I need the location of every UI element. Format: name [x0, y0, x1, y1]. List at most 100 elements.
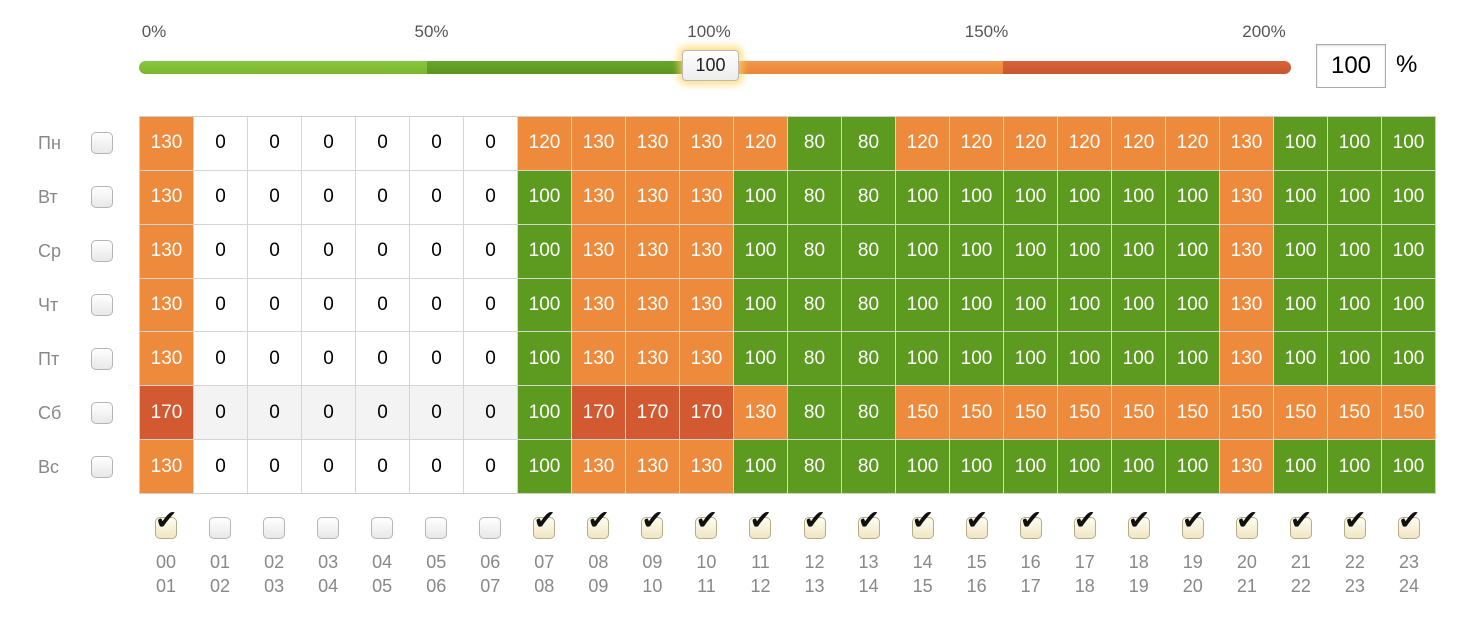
grid-cell[interactable]: 100	[1058, 440, 1111, 493]
grid-cell[interactable]: 0	[194, 224, 247, 278]
grid-cell[interactable]: 150	[1058, 386, 1111, 440]
grid-cell[interactable]: 100	[1274, 440, 1327, 493]
grid-cell[interactable]: 120	[1166, 117, 1219, 170]
grid-cell[interactable]: 100	[1382, 224, 1435, 278]
grid-cell[interactable]: 130	[680, 278, 733, 332]
grid-cell[interactable]: 100	[1166, 332, 1219, 386]
grid-cell[interactable]: 0	[356, 278, 409, 332]
grid-cell[interactable]: 170	[140, 386, 193, 440]
grid-cell[interactable]: 100	[518, 170, 571, 224]
grid-cell[interactable]: 100	[518, 278, 571, 332]
grid-cell[interactable]: 100	[1382, 117, 1435, 170]
grid-cell[interactable]: 150	[1382, 386, 1435, 440]
day-checkbox[interactable]	[91, 132, 113, 154]
grid-cell[interactable]: 130	[626, 117, 679, 170]
grid-cell[interactable]: 130	[572, 117, 625, 170]
day-checkbox[interactable]	[91, 456, 113, 478]
hour-checkbox[interactable]	[317, 517, 340, 539]
grid-cell[interactable]: 100	[518, 386, 571, 440]
grid-cell[interactable]: 100	[1382, 170, 1435, 224]
grid-cell[interactable]: 80	[842, 117, 895, 170]
hour-checkbox[interactable]	[371, 517, 394, 539]
grid-cell[interactable]: 170	[680, 386, 733, 440]
grid-cell[interactable]: 100	[1328, 332, 1381, 386]
hour-checkbox[interactable]: ✔	[641, 507, 664, 539]
grid-cell[interactable]: 100	[1004, 332, 1057, 386]
grid-cell[interactable]: 100	[896, 332, 949, 386]
grid-cell[interactable]: 120	[1112, 117, 1165, 170]
grid-cell[interactable]: 120	[950, 117, 1003, 170]
grid-cell[interactable]: 150	[1166, 386, 1219, 440]
grid-cell[interactable]: 120	[1004, 117, 1057, 170]
grid-cell[interactable]: 0	[194, 117, 247, 170]
grid-cell[interactable]: 0	[302, 278, 355, 332]
grid-cell[interactable]: 150	[1004, 386, 1057, 440]
grid-cell[interactable]: 100	[950, 332, 1003, 386]
grid-cell[interactable]: 130	[572, 170, 625, 224]
hour-checkbox[interactable]: ✔	[911, 507, 934, 539]
grid-cell[interactable]: 100	[1004, 278, 1057, 332]
grid-cell[interactable]: 100	[1274, 332, 1327, 386]
grid-cell[interactable]: 100	[734, 224, 787, 278]
grid-cell[interactable]: 0	[194, 440, 247, 493]
grid-cell[interactable]: 130	[140, 170, 193, 224]
grid-cell[interactable]: 0	[464, 386, 517, 440]
grid-cell[interactable]: 170	[626, 386, 679, 440]
grid-cell[interactable]: 0	[356, 332, 409, 386]
grid-cell[interactable]: 100	[950, 440, 1003, 493]
grid-cell[interactable]: 0	[464, 170, 517, 224]
grid-cell[interactable]: 0	[356, 440, 409, 493]
grid-cell[interactable]: 150	[1112, 386, 1165, 440]
hour-checkbox[interactable]: ✔	[803, 507, 826, 539]
hour-checkbox[interactable]: ✔	[1127, 507, 1150, 539]
grid-cell[interactable]: 0	[248, 332, 301, 386]
grid-cell[interactable]: 130	[1220, 170, 1273, 224]
hour-checkbox[interactable]: ✔	[857, 507, 880, 539]
grid-cell[interactable]: 0	[248, 117, 301, 170]
grid-cell[interactable]: 0	[356, 170, 409, 224]
grid-cell[interactable]: 0	[410, 386, 463, 440]
grid-cell[interactable]: 0	[248, 440, 301, 493]
hour-checkbox[interactable]: ✔	[1073, 507, 1096, 539]
day-checkbox[interactable]	[91, 348, 113, 370]
grid-cell[interactable]: 0	[248, 170, 301, 224]
day-checkbox[interactable]	[91, 186, 113, 208]
grid-cell[interactable]: 80	[788, 332, 841, 386]
hour-checkbox[interactable]: ✔	[695, 507, 718, 539]
hour-checkbox[interactable]: ✔	[1019, 507, 1042, 539]
grid-cell[interactable]: 80	[788, 170, 841, 224]
grid-cell[interactable]: 130	[140, 278, 193, 332]
hour-checkbox[interactable]: ✔	[1181, 507, 1204, 539]
grid-cell[interactable]: 100	[734, 440, 787, 493]
grid-cell[interactable]: 100	[1004, 224, 1057, 278]
grid-cell[interactable]: 0	[194, 332, 247, 386]
grid-cell[interactable]: 130	[140, 332, 193, 386]
grid-cell[interactable]: 130	[572, 224, 625, 278]
grid-cell[interactable]: 100	[1166, 278, 1219, 332]
grid-cell[interactable]: 100	[734, 170, 787, 224]
grid-cell[interactable]: 100	[1112, 170, 1165, 224]
grid-cell[interactable]: 100	[518, 332, 571, 386]
grid-cell[interactable]: 0	[194, 386, 247, 440]
grid-cell[interactable]: 100	[734, 332, 787, 386]
grid-cell[interactable]: 130	[1220, 440, 1273, 493]
grid-cell[interactable]: 130	[1220, 332, 1273, 386]
grid-cell[interactable]: 100	[896, 278, 949, 332]
grid-cell[interactable]: 100	[1274, 117, 1327, 170]
grid-cell[interactable]: 130	[626, 224, 679, 278]
grid-cell[interactable]: 100	[734, 278, 787, 332]
grid-cell[interactable]: 130	[140, 224, 193, 278]
grid-cell[interactable]: 0	[302, 332, 355, 386]
grid-cell[interactable]: 100	[1328, 440, 1381, 493]
grid-cell[interactable]: 150	[896, 386, 949, 440]
grid-cell[interactable]: 100	[1166, 170, 1219, 224]
percent-input[interactable]	[1316, 44, 1386, 88]
grid-cell[interactable]: 150	[1274, 386, 1327, 440]
grid-cell[interactable]: 0	[410, 440, 463, 493]
hour-checkbox[interactable]	[263, 517, 286, 539]
grid-cell[interactable]: 130	[1220, 117, 1273, 170]
day-checkbox[interactable]	[91, 294, 113, 316]
grid-cell[interactable]: 100	[1004, 170, 1057, 224]
grid-cell[interactable]: 130	[140, 440, 193, 493]
grid-cell[interactable]: 130	[680, 117, 733, 170]
